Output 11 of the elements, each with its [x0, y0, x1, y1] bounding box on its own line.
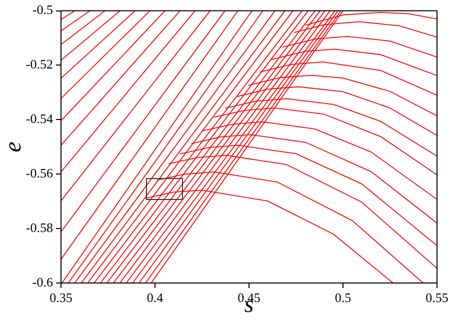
y-tick-label: -0.52 [26, 56, 53, 72]
x-tick-label: 0.5 [334, 290, 352, 306]
x-tick-label: 0.55 [426, 290, 448, 306]
y-axis-title: e [0, 141, 27, 152]
y-tick-label: -0.56 [26, 166, 54, 181]
y-tick-label: -0.54 [26, 111, 54, 126]
x-tick-label: 0.4 [146, 290, 164, 306]
y-tick-label: -0.58 [26, 220, 53, 235]
y-tick-label: -0.5 [32, 2, 53, 18]
x-tick-label: 0.35 [50, 290, 72, 306]
y-tick-label: -0.6 [32, 274, 54, 290]
